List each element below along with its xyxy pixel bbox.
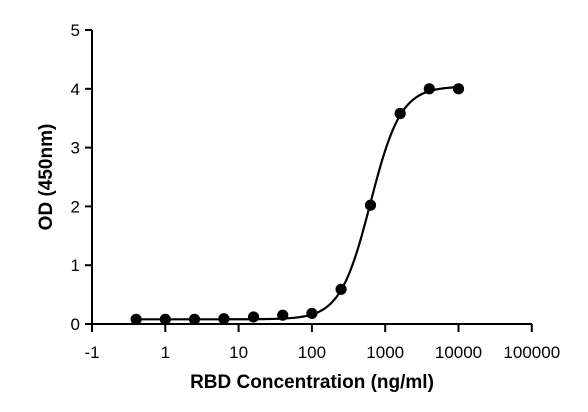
data-point <box>423 83 435 95</box>
x-tick-label: -1 <box>84 343 99 362</box>
x-axis-title: RBD Concentration (ng/ml) <box>190 372 434 393</box>
data-point <box>130 313 142 325</box>
y-tick-label: 3 <box>71 139 80 158</box>
x-tick-label: 10 <box>229 343 248 362</box>
x-axis: -1 1 10 100 1000 10000 100000 <box>84 323 560 362</box>
y-axis-title: OD (450nm) <box>36 124 57 231</box>
data-point <box>277 309 289 321</box>
y-tick-label: 2 <box>71 197 80 216</box>
y-tick-label: 0 <box>71 315 80 334</box>
x-tick-label: 10000 <box>435 343 482 362</box>
y-tick-label: 4 <box>71 80 80 99</box>
data-points <box>130 83 465 325</box>
y-ticks: 0 1 2 3 4 5 <box>71 21 92 334</box>
fit-curve-line <box>136 86 459 321</box>
data-point <box>306 307 318 320</box>
data-point <box>159 313 171 325</box>
y-tick-label: 1 <box>71 256 80 275</box>
data-point <box>218 313 230 325</box>
x-tick-label: 100000 <box>503 343 560 362</box>
y-tick-label: 5 <box>71 21 80 40</box>
x-tick-label: 1000 <box>366 343 404 362</box>
data-point <box>188 313 201 325</box>
data-point <box>452 83 465 95</box>
data-point <box>335 283 347 295</box>
x-tick-label: 1 <box>161 343 170 362</box>
data-point <box>364 199 377 211</box>
data-point <box>247 311 260 323</box>
data-point <box>394 107 406 120</box>
x-tick-label: 100 <box>298 343 326 362</box>
x-ticks: -1 1 10 100 1000 10000 100000 <box>84 324 560 362</box>
y-axis: 0 1 2 3 4 5 <box>71 21 93 334</box>
